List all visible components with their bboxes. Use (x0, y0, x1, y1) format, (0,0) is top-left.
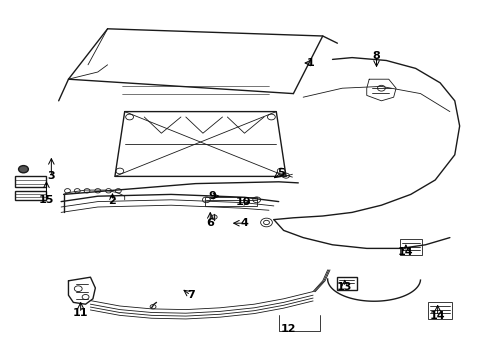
Text: 7: 7 (186, 290, 194, 300)
Bar (205, 197, 256, 206)
Text: 8: 8 (372, 51, 380, 61)
Text: 9: 9 (208, 191, 216, 201)
Text: 14: 14 (429, 311, 445, 321)
Text: 11: 11 (73, 308, 88, 318)
Bar (399, 239, 421, 255)
Text: 4: 4 (240, 218, 248, 228)
Text: 2: 2 (108, 196, 116, 206)
Text: 15: 15 (39, 195, 54, 205)
Text: 14: 14 (397, 247, 413, 257)
Circle shape (19, 166, 28, 173)
Bar (337, 277, 356, 290)
Bar (15, 176, 46, 187)
Text: 6: 6 (206, 218, 214, 228)
Bar (15, 191, 46, 200)
Bar (427, 302, 451, 319)
Text: 13: 13 (336, 282, 352, 292)
Text: 3: 3 (47, 171, 55, 181)
Text: 10: 10 (235, 197, 251, 207)
Text: 1: 1 (306, 58, 314, 68)
Text: 12: 12 (280, 324, 296, 334)
Text: 5: 5 (277, 168, 285, 178)
